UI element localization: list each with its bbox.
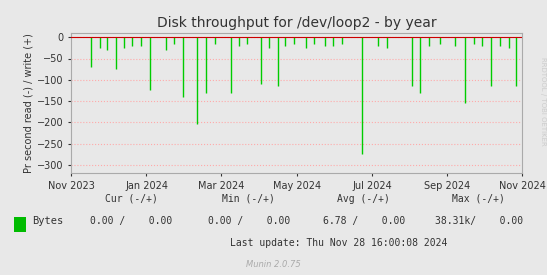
Text: 6.78 /    0.00: 6.78 / 0.00 [323,216,405,226]
Text: RRDTOOL / TOBI OETIKER: RRDTOOL / TOBI OETIKER [540,57,546,146]
Y-axis label: Pr second read (-) / write (+): Pr second read (-) / write (+) [24,33,34,173]
Text: Max (-/+): Max (-/+) [452,194,505,204]
Text: Avg (-/+): Avg (-/+) [337,194,390,204]
Title: Disk throughput for /dev/loop2 - by year: Disk throughput for /dev/loop2 - by year [157,16,437,31]
Text: Min (-/+): Min (-/+) [223,194,275,204]
Text: 0.00 /    0.00: 0.00 / 0.00 [90,216,172,226]
Text: 38.31k/    0.00: 38.31k/ 0.00 [434,216,523,226]
Text: Bytes: Bytes [32,216,63,226]
Text: Last update: Thu Nov 28 16:00:08 2024: Last update: Thu Nov 28 16:00:08 2024 [230,238,448,248]
Text: Munin 2.0.75: Munin 2.0.75 [246,260,301,269]
Text: 0.00 /    0.00: 0.00 / 0.00 [208,216,290,226]
Text: Cur (-/+): Cur (-/+) [105,194,158,204]
